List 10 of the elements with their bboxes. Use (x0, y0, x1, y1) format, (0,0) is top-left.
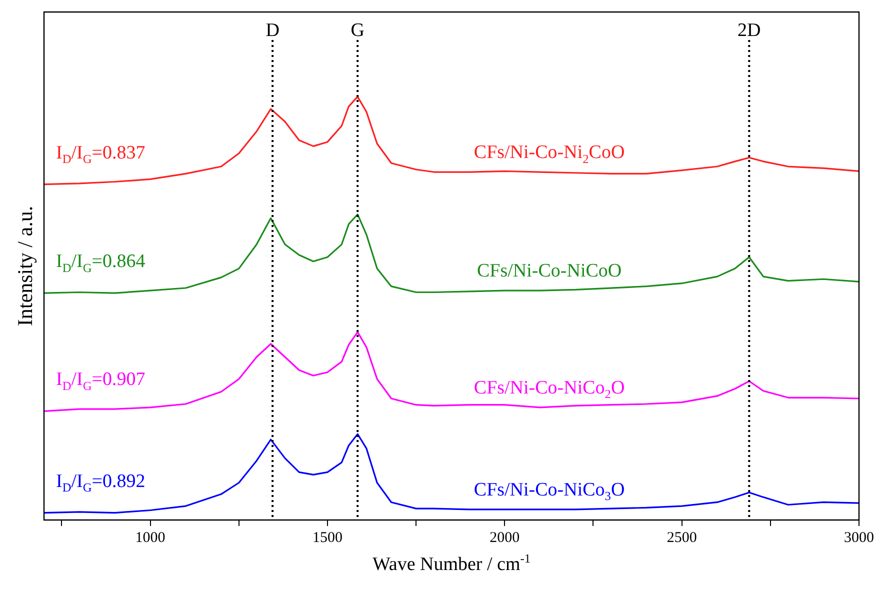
x-tick-label: 2500 (666, 530, 697, 546)
series-label: CFs/Ni-Co-NiCoO (476, 260, 622, 282)
ref-line-label: D (266, 20, 280, 41)
x-tick-label: 3000 (844, 530, 874, 546)
ref-line-label: 2D (738, 20, 761, 41)
x-tick-label: 1000 (135, 530, 166, 546)
ref-line-label: G (350, 20, 365, 41)
y-axis-title: Intensity / a.u. (13, 206, 37, 326)
x-tick-label: 1500 (312, 530, 342, 546)
x-tick-label: 2000 (490, 530, 520, 546)
